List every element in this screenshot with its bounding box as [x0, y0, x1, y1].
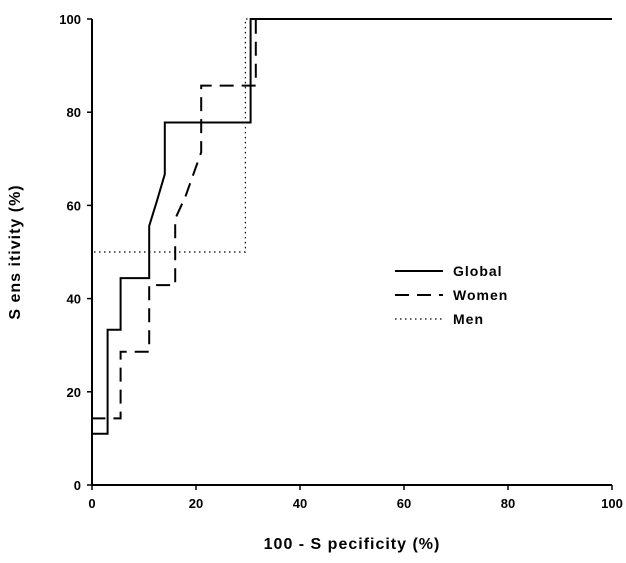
plot-area: 0 20 40 60 80 100 0 20 40 60 80 100: [59, 12, 623, 511]
x-axis-title: 100 - S pecificity (%): [264, 536, 441, 553]
x-axis-ticks: 0 20 40 60 80 100: [88, 485, 623, 511]
legend-label-women: Women: [453, 287, 508, 303]
y-axis-ticks: 0 20 40 60 80 100: [59, 12, 92, 493]
x-tick-label: 0: [88, 496, 95, 511]
x-tick-label: 60: [397, 496, 411, 511]
y-tick-label: 40: [67, 292, 81, 307]
x-tick-label: 100: [601, 496, 623, 511]
y-tick-label: 60: [67, 198, 81, 213]
legend: Global Women Men: [395, 263, 508, 327]
y-tick-label: 0: [74, 478, 81, 493]
legend-label-men: Men: [453, 311, 484, 327]
series-lines: [91, 18, 612, 485]
x-tick-label: 80: [501, 496, 515, 511]
y-axis-title: S ens itivity (%): [7, 184, 24, 319]
y-tick-label: 80: [67, 105, 81, 120]
x-tick-label: 40: [293, 496, 307, 511]
x-tick-label: 20: [189, 496, 203, 511]
series-line-men: [91, 18, 612, 485]
y-tick-label: 20: [67, 385, 81, 400]
legend-label-global: Global: [453, 263, 503, 279]
y-tick-label: 100: [59, 12, 81, 27]
